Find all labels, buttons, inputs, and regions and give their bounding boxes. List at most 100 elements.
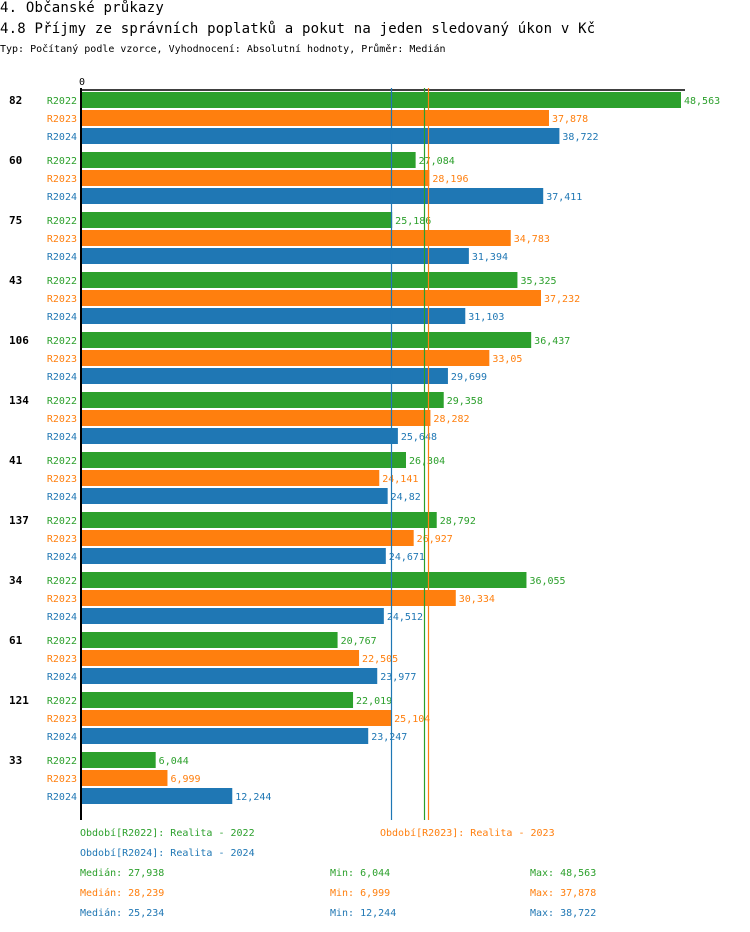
- series-label: R2023: [47, 114, 77, 125]
- series-label: R2022: [47, 636, 77, 647]
- data-label: 33,05: [492, 354, 522, 365]
- series-label: R2024: [47, 552, 77, 563]
- bar: [81, 632, 338, 648]
- data-label: 48,563: [684, 96, 720, 107]
- data-label: 29,358: [447, 396, 483, 407]
- series-label: R2023: [47, 654, 77, 665]
- data-label: 24,82: [391, 492, 421, 503]
- series-label: R2022: [47, 756, 77, 767]
- series-label: R2024: [47, 672, 77, 683]
- series-label: R2023: [47, 534, 77, 545]
- series-label: R2023: [47, 354, 77, 365]
- category-label: 41: [9, 454, 23, 467]
- data-label: 37,878: [552, 114, 588, 125]
- series-label: R2024: [47, 372, 77, 383]
- bar: [81, 290, 542, 306]
- data-label: 36,437: [534, 336, 570, 347]
- bar: [81, 350, 490, 366]
- series-label: R2024: [47, 732, 77, 743]
- stat-min-r2024: Min: 12,244: [330, 908, 397, 919]
- bar: [81, 248, 469, 264]
- data-label: 38,722: [562, 132, 598, 143]
- data-label: 22,505: [362, 654, 398, 665]
- bar: [81, 590, 456, 606]
- bar: [81, 470, 380, 486]
- data-label: 37,232: [544, 294, 580, 305]
- bar: [81, 710, 392, 726]
- data-label: 24,141: [382, 474, 418, 485]
- data-label: 34,783: [514, 234, 550, 245]
- bar: [81, 512, 437, 528]
- bar: [81, 692, 354, 708]
- bar: [81, 368, 448, 384]
- data-label: 26,304: [409, 456, 445, 467]
- bar: [81, 770, 168, 786]
- section-title: 4. Občanské průkazy: [0, 0, 164, 16]
- legend-period-r2023: Období[R2023]: Realita - 2023: [380, 828, 555, 839]
- series-label: R2023: [47, 594, 77, 605]
- series-label: R2022: [47, 276, 77, 287]
- category-label: 34: [9, 574, 23, 587]
- data-label: 28,792: [440, 516, 476, 527]
- bar: [81, 308, 466, 324]
- data-label: 27,084: [419, 156, 455, 167]
- stat-median-r2024: Medián: 25,234: [80, 908, 165, 919]
- bar: [81, 170, 430, 186]
- data-label: 36,055: [529, 576, 565, 587]
- bar: [81, 272, 518, 288]
- bar: [81, 428, 398, 444]
- data-label: 23,977: [380, 672, 416, 683]
- bar: [81, 548, 386, 564]
- bar: [81, 92, 681, 108]
- category-label: 106: [9, 334, 29, 347]
- data-label: 25,104: [394, 714, 430, 725]
- series-label: R2024: [47, 492, 77, 503]
- series-label: R2022: [47, 156, 77, 167]
- series-label: R2022: [47, 216, 77, 227]
- stat-max-r2023: Max: 37,878: [530, 888, 597, 899]
- bar: [81, 188, 544, 204]
- bar: [81, 452, 406, 468]
- stat-min-r2023: Min: 6,999: [330, 888, 391, 899]
- bar: [81, 788, 233, 804]
- data-label: 6,999: [170, 774, 200, 785]
- data-label: 29,699: [451, 372, 487, 383]
- bar: [81, 752, 156, 768]
- stat-median-r2023: Medián: 28,239: [80, 888, 165, 899]
- bar: [81, 110, 549, 126]
- bar: [81, 410, 431, 426]
- bar: [81, 608, 384, 624]
- bar: [81, 728, 369, 744]
- series-label: R2023: [47, 714, 77, 725]
- bar: [81, 128, 560, 144]
- data-label: 26,927: [417, 534, 453, 545]
- series-label: R2023: [47, 234, 77, 245]
- series-label: R2024: [47, 252, 77, 263]
- bar: [81, 212, 393, 228]
- legend-period-r2024: Období[R2024]: Realita - 2024: [80, 848, 255, 859]
- data-label: 31,103: [468, 312, 504, 323]
- legend-period-r2022: Období[R2022]: Realita - 2022: [80, 828, 255, 839]
- series-label: R2022: [47, 696, 77, 707]
- category-label: 75: [9, 214, 22, 227]
- series-label: R2023: [47, 294, 77, 305]
- data-label: 35,325: [520, 276, 556, 287]
- series-label: R2023: [47, 474, 77, 485]
- bar: [81, 230, 511, 246]
- data-label: 28,282: [433, 414, 469, 425]
- stat-max-r2022: Max: 48,563: [530, 868, 597, 879]
- bar: [81, 572, 527, 588]
- series-label: R2023: [47, 414, 77, 425]
- category-label: 82: [9, 94, 22, 107]
- data-label: 30,334: [459, 594, 495, 605]
- series-label: R2022: [47, 396, 77, 407]
- series-label: R2024: [47, 792, 77, 803]
- data-label: 25,186: [395, 216, 431, 227]
- data-label: 22,019: [356, 696, 392, 707]
- data-label: 23,247: [371, 732, 407, 743]
- data-label: 6,044: [159, 756, 189, 767]
- bar: [81, 392, 444, 408]
- series-label: R2022: [47, 456, 77, 467]
- stat-median-r2022: Medián: 27,938: [80, 868, 165, 879]
